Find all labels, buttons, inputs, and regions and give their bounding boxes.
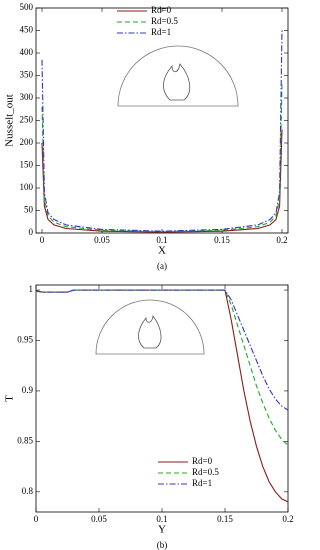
y-tick-label: 0.9 — [22, 385, 34, 395]
x-tick-label: 0.2 — [276, 235, 287, 245]
x-axis-label: X — [158, 245, 166, 257]
series-line — [41, 129, 283, 233]
inset-diagram-b — [95, 299, 205, 355]
series-line — [35, 289, 289, 411]
x-tick-label: 0.2 — [282, 514, 293, 524]
y-tick-label: 1 — [29, 284, 34, 294]
caption: (a) — [157, 261, 167, 271]
y-tick-label: 250 — [20, 115, 34, 125]
legend-label: Rd=0.5 — [192, 467, 219, 477]
legend-label: Rd=1 — [151, 27, 171, 37]
y-axis-label: T — [4, 395, 16, 402]
x-tick-label: 0.05 — [94, 235, 110, 245]
y-tick-label: 0.95 — [17, 335, 33, 345]
y-tick-label: 50 — [24, 205, 34, 215]
series-line — [41, 28, 283, 232]
x-axis-label: Y — [158, 524, 166, 536]
plot-frame — [35, 284, 289, 513]
y-tick-label: 0 — [29, 227, 34, 237]
y-tick-label: 200 — [20, 137, 34, 147]
inset-diagram-a — [117, 45, 239, 107]
series-line — [35, 289, 289, 503]
x-tick-label: 0.15 — [217, 514, 233, 524]
caption: (b) — [157, 540, 168, 550]
y-tick-label: 450 — [20, 25, 34, 35]
legend-label: Rd=0.5 — [151, 16, 178, 26]
y-tick-label: 300 — [20, 92, 34, 102]
x-tick-label: 0.15 — [214, 235, 230, 245]
plot-frame — [35, 7, 289, 234]
figure: 0 0.05 0.1 0.15 0.2 0 50 100 150 200 250 300 350 400 4… — [4, 2, 294, 550]
y-tick-label: 100 — [20, 182, 34, 192]
y-tick-label: 350 — [20, 70, 34, 80]
x-tick-label: 0.1 — [156, 514, 167, 524]
y-tick-label: 400 — [20, 47, 34, 57]
x-tick-label: 0.1 — [156, 235, 167, 245]
y-tick-label: 500 — [20, 2, 34, 12]
y-tick-label: 0.85 — [17, 435, 33, 445]
legend-label: Rd=0 — [151, 5, 172, 15]
x-tick-label: 0 — [34, 514, 39, 524]
legend-label: Rd=0 — [192, 456, 213, 466]
x-tick-label: 0 — [40, 235, 45, 245]
y-tick-label: 0.8 — [22, 486, 34, 496]
legend-label: Rd=1 — [192, 478, 212, 488]
y-tick-label: 150 — [20, 160, 34, 170]
series-line — [41, 84, 283, 233]
y-axis-label: Nusselt_out — [4, 94, 16, 147]
x-tick-label: 0.05 — [91, 514, 107, 524]
